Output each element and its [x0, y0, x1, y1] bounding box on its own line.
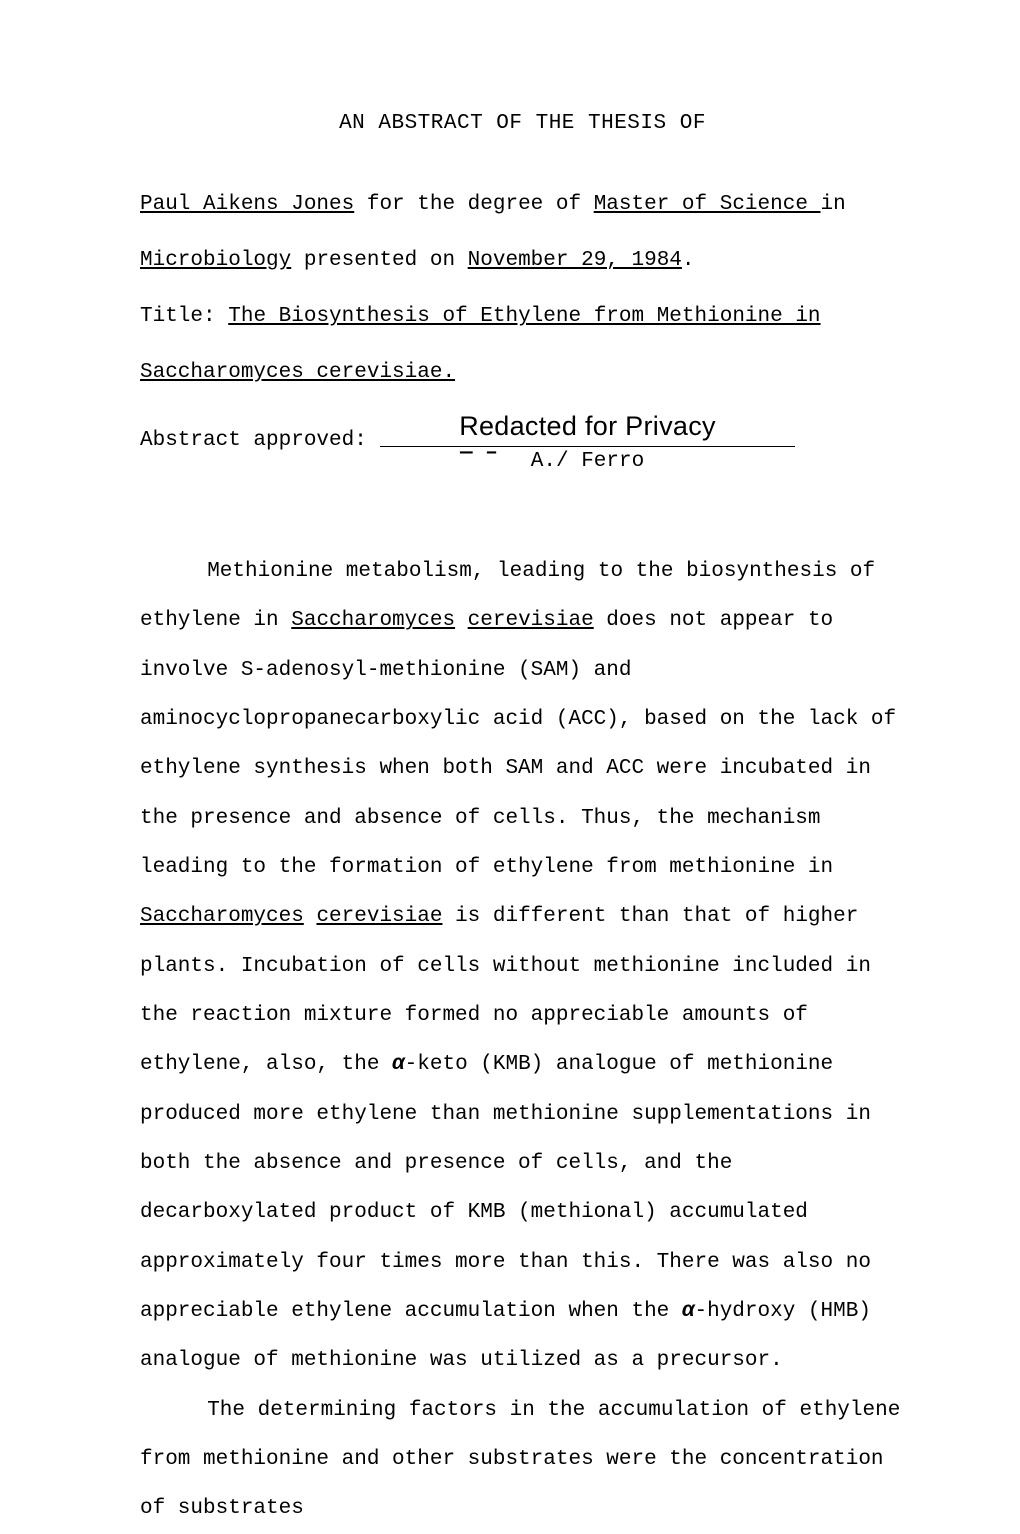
front-matter: Paul Aikens Jones for the degree of Mast… — [140, 185, 905, 393]
section-title: AN ABSTRACT OF THE THESIS OF — [140, 110, 905, 137]
body-text-run — [304, 905, 317, 928]
presented-on: presented on — [291, 249, 467, 272]
body-text-run: -keto (KMB) analogue of methionine produ… — [140, 1053, 871, 1323]
signer-initials: A./ — [531, 450, 581, 473]
degree: Master of Science — [594, 193, 821, 216]
genus: Saccharomyces — [140, 905, 304, 928]
alpha-symbol: α — [682, 1300, 695, 1323]
author-degree-line: Paul Aikens Jones for the degree of Mast… — [140, 185, 905, 225]
presentation-date: November 29, 1984 — [468, 249, 682, 272]
title-line-2: Saccharomyces cerevisiae. — [140, 353, 905, 393]
degree-phrase: for the degree of — [354, 193, 593, 216]
alpha-symbol: α — [392, 1053, 405, 1076]
dept-date-line: Microbiology presented on November 29, 1… — [140, 241, 905, 281]
species: cerevisiae — [468, 609, 594, 632]
signature-area: Redacted for Privacy — – A./ Ferro — [380, 409, 795, 467]
signer-surname: Ferro — [581, 450, 644, 473]
signature-line: — – — [380, 446, 795, 447]
title-spacer — [216, 305, 229, 328]
period: . — [682, 249, 695, 272]
body-text-run: does not appear to involve S-adenosyl-me… — [140, 609, 896, 879]
genus: Saccharomyces — [291, 609, 455, 632]
body-text-run: The determining factors in the accumulat… — [140, 1399, 900, 1521]
thesis-title-part-1: The Biosynthesis of Ethylene from Methio… — [228, 305, 820, 328]
title-label: Title: — [140, 305, 216, 328]
signature-block: Abstract approved: Redacted for Privacy … — [140, 409, 905, 469]
species: cerevisiae — [316, 905, 442, 928]
author-name: Paul Aikens Jones — [140, 193, 354, 216]
body-text-run — [455, 609, 468, 632]
thesis-title-part-2: Saccharomyces cerevisiae. — [140, 361, 455, 384]
abstract-body: Methionine metabolism, leading to the bi… — [140, 547, 905, 1534]
signer-name: A./ Ferro — [380, 448, 795, 475]
body-text-run: is different than that of higher plants.… — [140, 905, 871, 1076]
department: Microbiology — [140, 249, 291, 272]
abstract-approved-label: Abstract approved: — [140, 427, 367, 454]
signature-mark: — – — [460, 440, 498, 467]
abstract-paragraph-1: Methionine metabolism, leading to the bi… — [140, 547, 905, 1386]
thesis-abstract-page: AN ABSTRACT OF THE THESIS OF Paul Aikens… — [0, 0, 1020, 1462]
redacted-stamp: Redacted for Privacy — [380, 409, 795, 444]
title-line-1: Title: The Biosynthesis of Ethylene from… — [140, 297, 905, 337]
in-word: in — [821, 193, 846, 216]
abstract-paragraph-2: The determining factors in the accumulat… — [140, 1386, 905, 1534]
